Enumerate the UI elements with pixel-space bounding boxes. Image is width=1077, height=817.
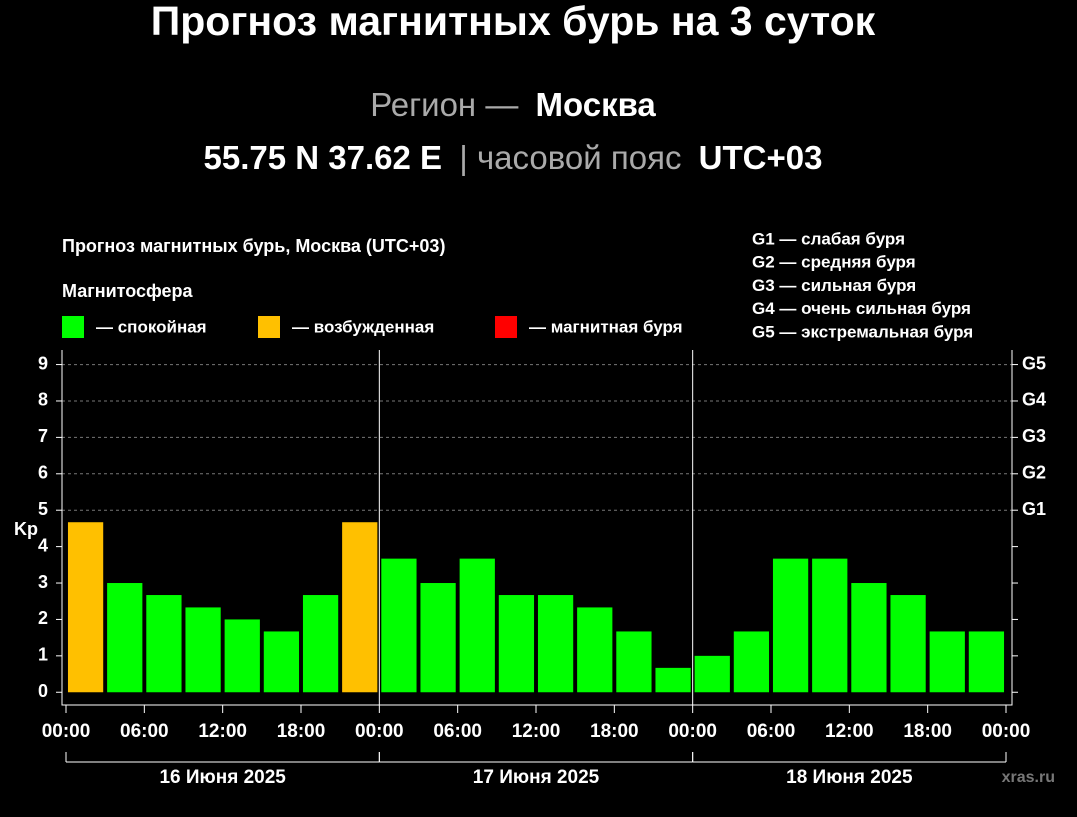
- y-tick-label: 9: [38, 353, 48, 373]
- bar: [772, 558, 809, 693]
- x-tick-label: 00:00: [42, 721, 91, 742]
- axis-frame: [61, 350, 1013, 706]
- y2-tick-label: G2: [1022, 463, 1046, 483]
- scale-note: G2 — средняя буря: [752, 253, 916, 272]
- y-tick-label: 8: [38, 390, 48, 410]
- bar: [67, 522, 104, 693]
- region-label: Регион —: [370, 86, 518, 123]
- y2-tick-label: G5: [1022, 353, 1046, 373]
- bar: [302, 595, 339, 693]
- bar: [342, 522, 378, 693]
- bar: [733, 631, 770, 693]
- y2-tick-label: G4: [1022, 390, 1046, 410]
- bar: [577, 607, 613, 693]
- legend-swatch: [258, 316, 280, 338]
- coords: 55.75 N 37.62 E: [204, 139, 443, 176]
- bar: [655, 667, 691, 693]
- bar: [146, 595, 182, 693]
- day-label: 16 Июня 2025: [159, 767, 286, 788]
- source: xras.ru: [1002, 769, 1055, 786]
- bar: [694, 655, 730, 693]
- x-tick-label: 18:00: [903, 721, 952, 742]
- region: Москва: [536, 86, 657, 123]
- y-tick-label: 2: [38, 608, 48, 628]
- x-tick-label: 12:00: [198, 721, 247, 742]
- tz-label: | часовой пояс: [459, 139, 681, 176]
- y-tick-label: 4: [38, 535, 48, 555]
- scale-note: G5 — экстремальная буря: [752, 322, 973, 341]
- x-tick-label: 00:00: [668, 721, 717, 742]
- tz: UTC+03: [699, 139, 823, 176]
- bar: [420, 583, 456, 693]
- bar: [968, 631, 1005, 693]
- legend-label: — возбужденная: [292, 317, 434, 336]
- bar: [263, 631, 300, 693]
- x-tick-label: 18:00: [590, 721, 639, 742]
- region-line: Регион — Москва: [370, 86, 656, 123]
- legend-label: — спокойная: [96, 317, 207, 336]
- bar: [537, 595, 574, 693]
- y-tick-label: 7: [38, 426, 48, 446]
- y-tick-label: 3: [38, 572, 48, 592]
- chart-title: Прогноз магнитных бурь, Москва (UTC+03): [62, 236, 445, 256]
- x-tick-label: 06:00: [120, 721, 169, 742]
- day-label: 18 Июня 2025: [786, 767, 913, 788]
- x-tick-label: 18:00: [277, 721, 326, 742]
- legend-title: Магнитосфера: [62, 281, 194, 301]
- bar: [890, 595, 926, 693]
- coords-line: 55.75 N 37.62 E | часовой пояс UTC+03: [204, 139, 823, 176]
- y-axis-label: Kp: [14, 519, 38, 539]
- bar: [224, 619, 260, 693]
- y-tick-label: 1: [38, 645, 48, 665]
- y2-tick-label: G3: [1022, 426, 1046, 446]
- scale-note: G3 — сильная буря: [752, 276, 916, 295]
- x-tick-label: 06:00: [747, 721, 796, 742]
- x-tick-label: 06:00: [433, 721, 482, 742]
- scale-note: G4 — очень сильная буря: [752, 299, 971, 318]
- x-tick-label: 00:00: [355, 721, 404, 742]
- page-title: Прогноз магнитных бурь на 3 суток: [151, 0, 876, 44]
- y-tick-label: 5: [38, 499, 48, 519]
- y-tick-label: 6: [38, 463, 48, 483]
- bar: [107, 583, 143, 693]
- scale-note: G1 — слабая буря: [752, 229, 905, 248]
- bar: [498, 595, 535, 693]
- legend-label: — магнитная буря: [529, 317, 683, 336]
- bar: [929, 631, 965, 693]
- bar: [851, 583, 887, 693]
- legend-swatch: [495, 316, 517, 338]
- y2-tick-label: G1: [1022, 499, 1046, 519]
- legend-swatch: [62, 316, 84, 338]
- x-tick-label: 12:00: [512, 721, 561, 742]
- y-tick-label: 0: [38, 681, 48, 701]
- x-tick-label: 00:00: [982, 721, 1031, 742]
- x-tick-label: 12:00: [825, 721, 874, 742]
- bar: [459, 558, 495, 693]
- bar: [381, 558, 417, 693]
- bar: [812, 558, 848, 693]
- bar: [616, 631, 652, 693]
- bar: [185, 607, 221, 693]
- day-label: 17 Июня 2025: [473, 767, 600, 788]
